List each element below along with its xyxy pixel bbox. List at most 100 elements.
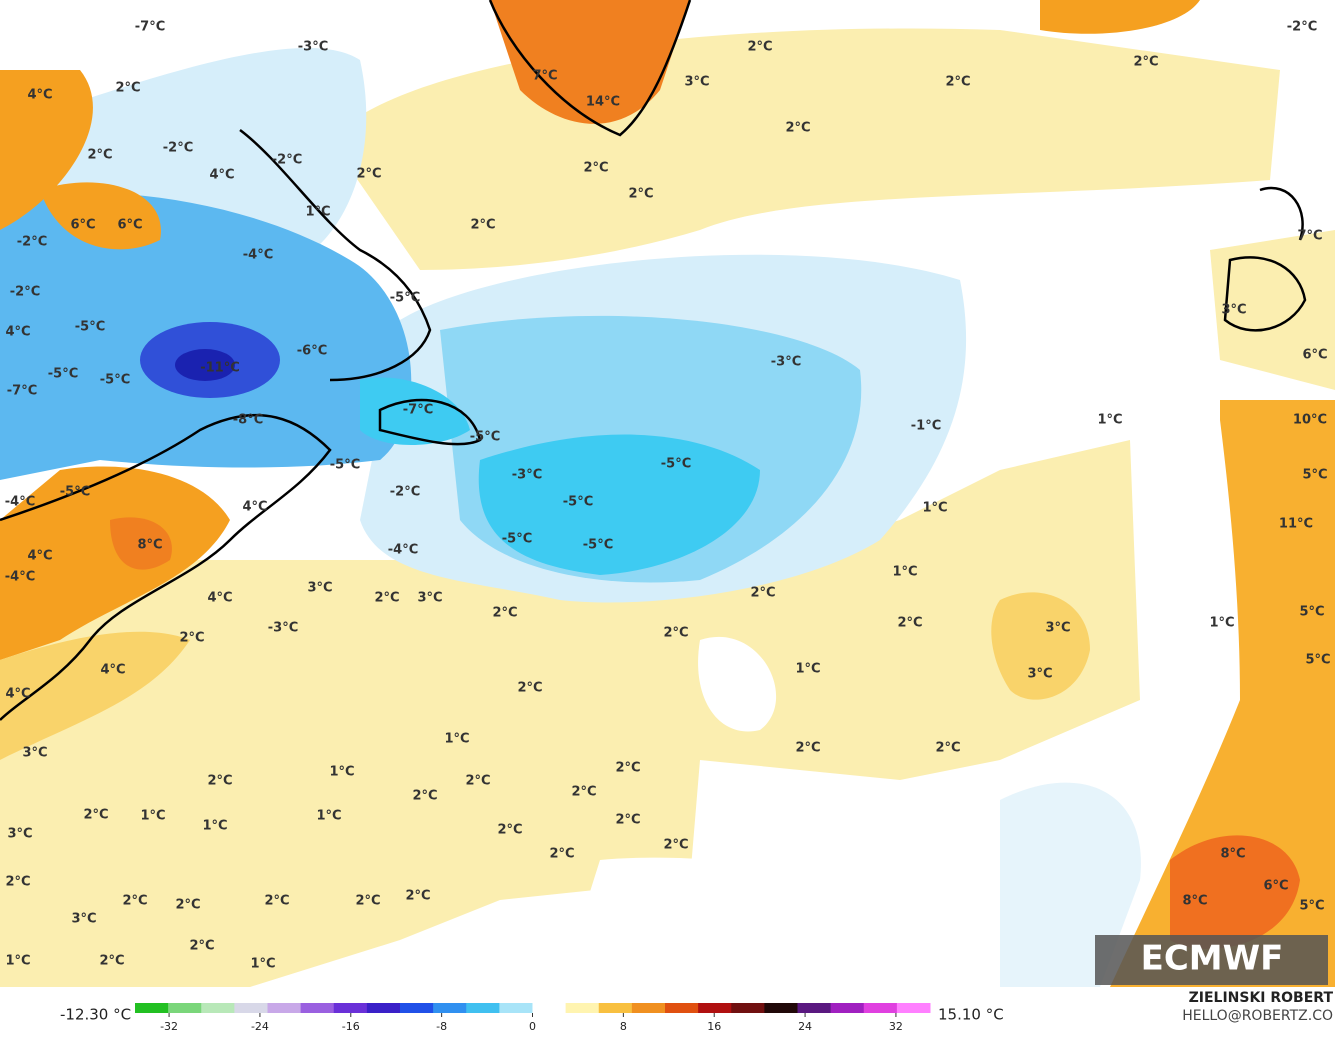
temperature-label: 2°C: [356, 167, 381, 182]
colorbar-segment: [499, 1003, 533, 1013]
contact: HELLO@ROBERTZ.CO: [1182, 1008, 1333, 1024]
temperature-label: 6°C: [70, 218, 95, 233]
colorbar-tick-label: 16: [707, 1020, 721, 1033]
colorbar-tick-label: -16: [342, 1020, 360, 1033]
temperature-label: 2°C: [492, 606, 517, 621]
temperature-label: 2°C: [1133, 55, 1158, 70]
temperature-label: 1°C: [1097, 413, 1122, 428]
temperature-label: -2°C: [1287, 20, 1317, 35]
temperature-label: 8°C: [1220, 847, 1245, 862]
colorbar-tick-label: 0: [529, 1020, 536, 1033]
colorbar-segment: [532, 1003, 567, 1013]
temperature-label: -3°C: [771, 355, 801, 370]
temperature-label: 1°C: [316, 809, 341, 824]
temperature-label: -5°C: [60, 485, 90, 500]
temperature-label: 1°C: [202, 819, 227, 834]
temperature-label: 1°C: [1209, 616, 1234, 631]
temperature-label: 2°C: [189, 939, 214, 954]
colorbar-segment: [234, 1003, 268, 1013]
temperature-label: -5°C: [330, 458, 360, 473]
colorbar-tick-label: 8: [620, 1020, 627, 1033]
temperature-label: -4°C: [5, 570, 35, 585]
colorbar-tick-label: -32: [160, 1020, 178, 1033]
temperature-label: 4°C: [209, 168, 234, 183]
colorbar-segment: [400, 1003, 434, 1013]
temperature-label: -8°C: [233, 413, 263, 428]
temperature-label: 7°C: [532, 69, 557, 84]
temperature-label: 2°C: [122, 894, 147, 909]
temperature-label: 3°C: [684, 75, 709, 90]
temperature-label: 11°C: [1279, 517, 1313, 532]
footer: ECMWF -12.30 °C 15.10 °C ZIELINSKI ROBER…: [0, 939, 1335, 1035]
temperature-label: 2°C: [615, 761, 640, 776]
temperature-label: -3°C: [268, 621, 298, 636]
colorbar-segment: [631, 1003, 666, 1013]
temperature-label: -1°C: [911, 419, 941, 434]
colorbar-tick-label: -24: [251, 1020, 269, 1033]
temperature-label: 1°C: [305, 205, 330, 220]
colorbar-segment: [863, 1003, 898, 1013]
temperature-label: -7°C: [135, 20, 165, 35]
temperature-label: 2°C: [355, 894, 380, 909]
temperature-label: 3°C: [1027, 667, 1052, 682]
temperature-label: 2°C: [785, 121, 810, 136]
temperature-label: -3°C: [298, 40, 328, 55]
temperature-label: 2°C: [663, 626, 688, 641]
temperature-label: 8°C: [137, 538, 162, 553]
temperature-label: 2°C: [470, 218, 495, 233]
map-background: [0, 0, 1335, 987]
map-labels: -7°C -3°C 4°C 2°C 2°C -2°C -2°C 4°C 1°C 6°C 6°C -2°…: [5, 20, 1331, 972]
legend-min: -12.30 °C: [60, 1006, 131, 1024]
temperature-label: 4°C: [207, 591, 232, 606]
temperature-label: 4°C: [5, 325, 30, 340]
author: ZIELINSKI ROBERT: [1189, 990, 1334, 1006]
temperature-label: 1°C: [922, 501, 947, 516]
temperature-label: 2°C: [405, 889, 430, 904]
temperature-label: 5°C: [1305, 653, 1330, 668]
temperature-label: 3°C: [22, 746, 47, 761]
temperature-label: -5°C: [502, 532, 532, 547]
colorbar-segment: [300, 1003, 335, 1013]
temperature-label: 6°C: [1302, 348, 1327, 363]
temperature-label: 1°C: [444, 732, 469, 747]
temperature-label: 2°C: [628, 187, 653, 202]
temperature-label: 2°C: [5, 875, 30, 890]
temperature-label: 2°C: [374, 591, 399, 606]
colorbar-segment: [764, 1003, 798, 1013]
colorbar-segment: [267, 1003, 302, 1013]
colorbar-segment: [665, 1003, 699, 1013]
colorbar-segment: [731, 1003, 765, 1013]
colorbar-segment: [433, 1003, 467, 1013]
temperature-label: 2°C: [465, 774, 490, 789]
colorbar-tick-label: 32: [889, 1020, 903, 1033]
temperature-label: 4°C: [27, 549, 52, 564]
temperature-label: 3°C: [1045, 621, 1070, 636]
temperature-label: -5°C: [583, 538, 613, 553]
temperature-label: -5°C: [390, 291, 420, 306]
temperature-label: -2°C: [163, 141, 193, 156]
temperature-label: -7°C: [403, 403, 433, 418]
colorbar: -32 -24 -16 -8 0 8 16 24 32: [135, 1003, 931, 1033]
temperature-label: 1°C: [5, 954, 30, 969]
temperature-label: 2°C: [897, 616, 922, 631]
temperature-label: 6°C: [117, 218, 142, 233]
temperature-label: 4°C: [27, 88, 52, 103]
temperature-label: 1°C: [795, 662, 820, 677]
colorbar-segment: [135, 1003, 169, 1013]
temperature-label: -6°C: [297, 344, 327, 359]
temperature-label: -5°C: [48, 367, 78, 382]
temperature-label: 2°C: [264, 894, 289, 909]
temperature-label: 5°C: [1299, 605, 1324, 620]
temperature-label: 2°C: [497, 823, 522, 838]
temperature-label: -11°C: [200, 361, 240, 376]
colorbar-tick-label: 24: [798, 1020, 812, 1033]
temperature-label: 2°C: [747, 40, 772, 55]
temperature-label: 7°C: [1297, 229, 1322, 244]
temperature-label: -2°C: [272, 153, 302, 168]
temperature-label: 2°C: [517, 681, 542, 696]
temperature-label: -5°C: [100, 373, 130, 388]
temperature-label: -2°C: [17, 235, 47, 250]
temperature-label: 1°C: [329, 765, 354, 780]
colorbar-segment: [896, 1003, 931, 1013]
temperature-label: 2°C: [945, 75, 970, 90]
